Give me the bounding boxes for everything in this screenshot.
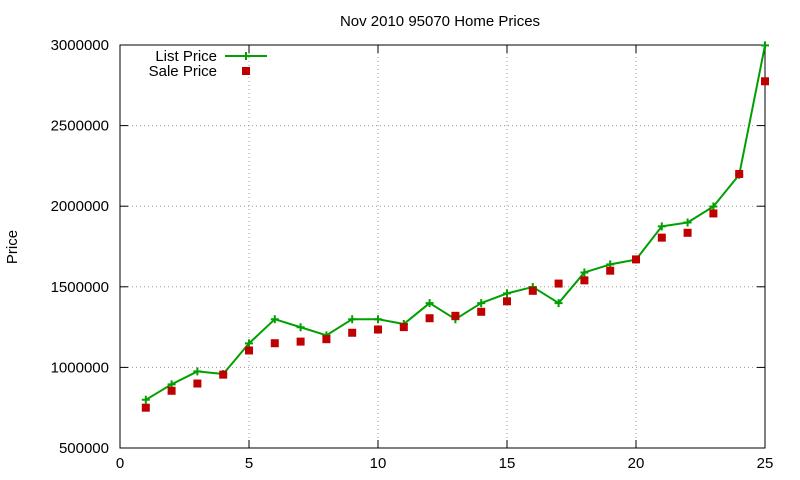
list-price-point [296, 323, 305, 332]
sale-price-point [425, 314, 434, 323]
sale-price-point [167, 386, 176, 395]
y-tick-label: 2000000 [51, 198, 109, 215]
list-price-point [270, 315, 279, 324]
sale-price-point [503, 297, 511, 306]
sale-price-point [554, 279, 563, 288]
list-price-point [141, 395, 150, 404]
sale-price-point [580, 276, 589, 285]
sale-price-point [709, 209, 718, 218]
x-tick-label: 25 [757, 455, 774, 472]
x-tick-label: 5 [245, 455, 253, 472]
x-tick-label: 0 [116, 455, 124, 472]
axis-ticks [119, 44, 766, 449]
sale-price-point [348, 328, 357, 337]
list-price-point [477, 299, 486, 308]
sale-price-point [606, 266, 615, 275]
legend-marker-sale-price [242, 67, 250, 75]
list-price-point [554, 299, 563, 308]
sale-price-point [683, 228, 692, 237]
sale-price-point [193, 379, 202, 388]
x-tick-label: 10 [370, 455, 387, 472]
sale-price-point [141, 403, 150, 412]
sale-price-point [657, 233, 666, 242]
x-tick-label: 20 [628, 455, 645, 472]
sale-price-point [270, 339, 279, 348]
list-price-point [580, 268, 589, 277]
sale-price-point [322, 335, 331, 344]
sale-price-point [528, 286, 537, 295]
sale-price-point [399, 323, 408, 332]
list-price-point [245, 339, 253, 348]
sale-price-point [735, 169, 744, 178]
legend-marker-list-price [242, 52, 250, 60]
sale-price-point [245, 346, 253, 355]
sale-price-point [296, 337, 305, 346]
legend-label-sale-price: Sale Price [149, 63, 217, 80]
list-price-point [683, 218, 692, 227]
sale-price-point [761, 77, 769, 86]
list-price-point [374, 315, 382, 324]
y-tick-label: 2500000 [51, 118, 109, 135]
list-price-point [348, 315, 357, 324]
x-tick-label: 15 [499, 455, 516, 472]
list-price-point [193, 367, 202, 376]
sale-price-point [632, 255, 640, 264]
list-price-point [657, 222, 666, 231]
legend-label-list-price: List Price [155, 48, 217, 65]
sale-price-point [219, 370, 228, 379]
list-price-point [503, 289, 511, 298]
list-price-point [709, 202, 718, 211]
plot-frame [119, 44, 766, 449]
series-layer [141, 41, 769, 412]
list-price-point [761, 41, 769, 50]
y-tick-label: 1500000 [51, 279, 109, 296]
y-tick-label: 3000000 [51, 37, 109, 54]
legend: List Price Sale Price [149, 48, 267, 80]
sale-price-point [477, 307, 486, 316]
y-axis-label: Price [4, 230, 21, 264]
y-tick-label: 1000000 [51, 359, 109, 376]
sale-price-point [451, 311, 460, 320]
tick-labels: 0 5 10 15 20 25 500000 1000000 1500000 2000000 250… [51, 37, 774, 472]
sale-price-point [374, 325, 382, 334]
y-tick-label: 500000 [59, 440, 109, 457]
chart-title: Nov 2010 95070 Home Prices [340, 13, 540, 30]
list-price-point [425, 299, 434, 308]
